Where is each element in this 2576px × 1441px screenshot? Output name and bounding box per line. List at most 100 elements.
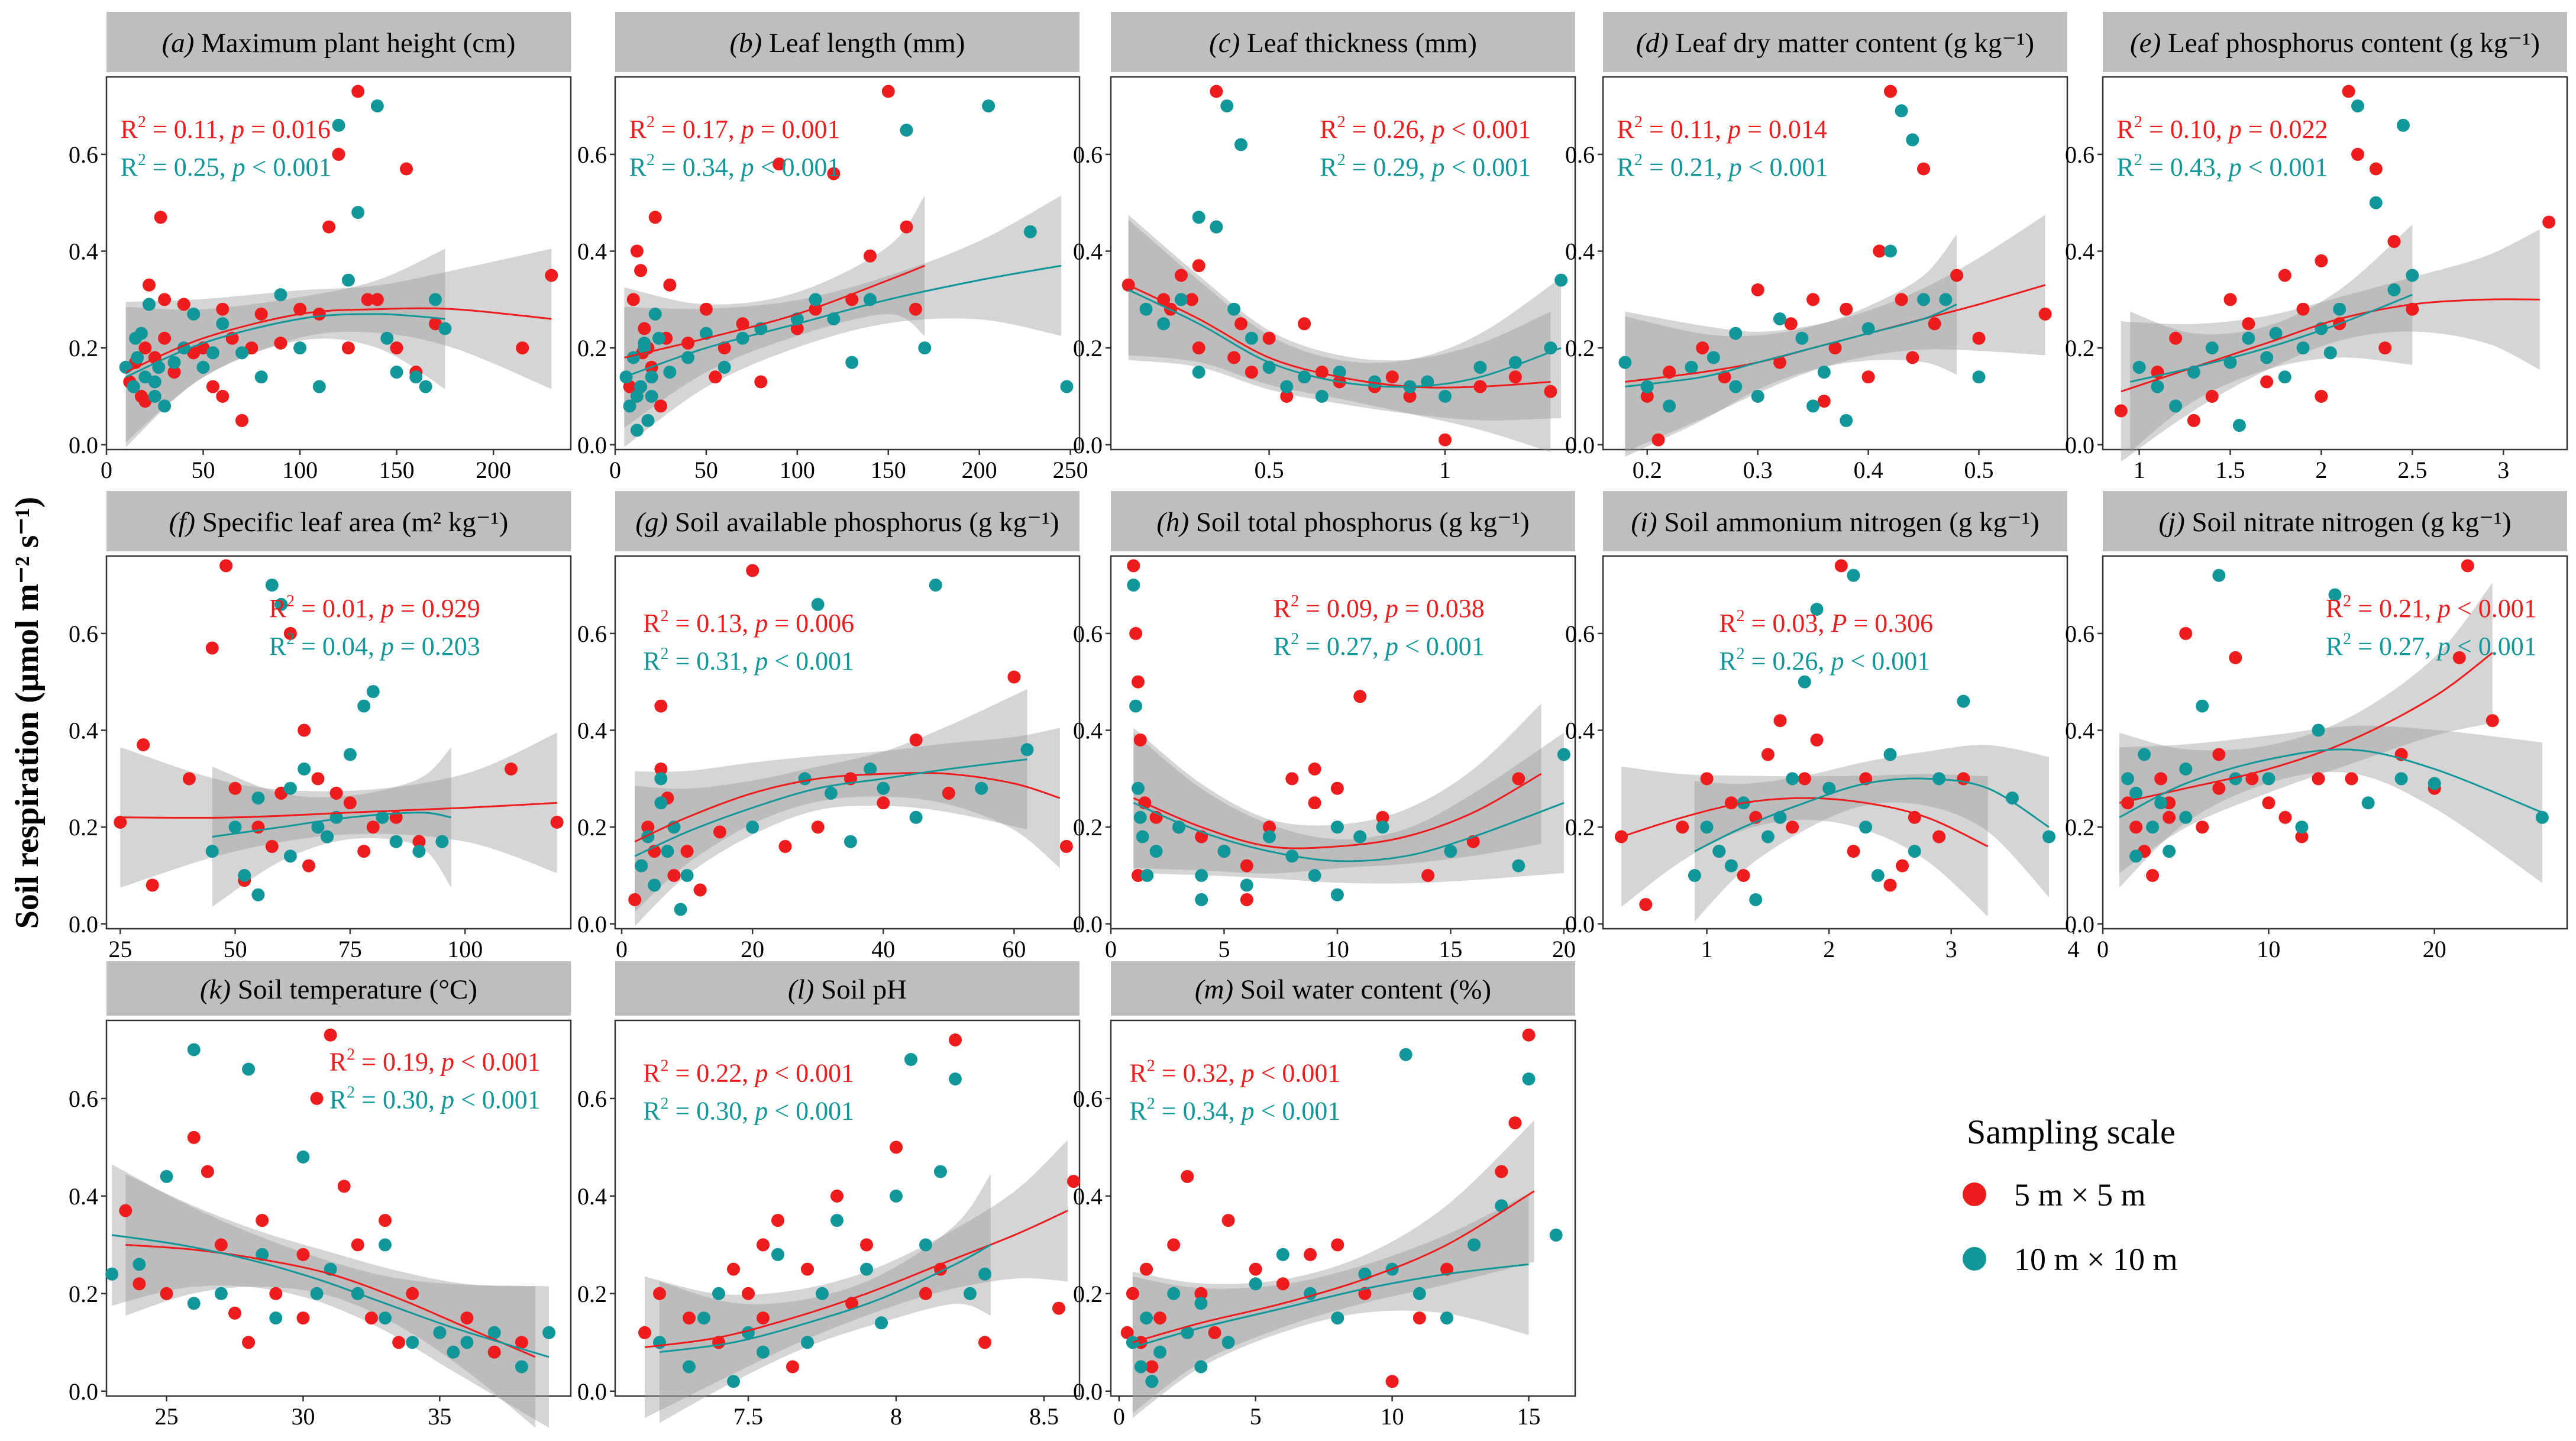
point-red — [2260, 375, 2274, 389]
point-teal — [1263, 830, 1276, 844]
point-red — [2038, 307, 2052, 321]
panel-title: (f) Specific leaf area (m² kg⁻¹) — [169, 507, 509, 538]
point-teal — [2229, 772, 2242, 786]
x-tick-label: 25 — [108, 936, 132, 962]
panel-title: (h) Soil total phosphorus (g kg⁻¹) — [1156, 507, 1529, 538]
point-teal — [809, 293, 822, 306]
point-teal — [2042, 830, 2055, 844]
point-teal — [1304, 1287, 1317, 1300]
point-teal — [1895, 104, 1908, 118]
point-teal — [296, 1150, 310, 1164]
point-red — [322, 220, 336, 234]
point-red — [1132, 675, 1145, 689]
point-red — [638, 322, 651, 335]
point-teal — [2296, 341, 2310, 355]
point-red — [1798, 772, 1811, 786]
point-teal — [542, 1326, 556, 1339]
point-red — [2387, 235, 2401, 248]
point-teal — [2295, 820, 2309, 834]
plot-area — [614, 1019, 1081, 1397]
fit-line-red — [1128, 284, 1551, 389]
point-teal — [269, 1311, 283, 1325]
ci-ribbon — [125, 248, 552, 442]
point-teal — [1020, 743, 1034, 757]
point-teal — [419, 380, 432, 393]
y-tick-label: 0.6 — [577, 621, 607, 647]
point-red — [1208, 1326, 1221, 1339]
panel-i: (i) Soil ammonium nitrogen (g kg⁻¹) 0.0 0.… — [1565, 491, 2079, 962]
point-red — [187, 1130, 201, 1144]
x-tick-label: 100 — [282, 457, 318, 483]
point-red — [757, 1311, 770, 1325]
point-teal — [1751, 390, 1764, 403]
point-red — [269, 1287, 283, 1300]
point-red — [1249, 1262, 1262, 1276]
point-red — [406, 1287, 419, 1300]
fit-line-teal — [2119, 748, 2543, 819]
plot-area — [1602, 76, 2068, 451]
panel-title: (k) Soil temperature (°C) — [200, 974, 477, 1005]
point-teal — [2196, 699, 2209, 713]
point-teal — [429, 293, 442, 306]
point-red — [942, 786, 955, 800]
point-teal — [623, 399, 636, 413]
point-red — [390, 341, 403, 355]
x-tick-label: 10 — [2257, 936, 2280, 962]
x-tick-label: 7.5 — [733, 1403, 763, 1430]
point-red — [550, 816, 564, 829]
ci-ribbon — [1133, 732, 1564, 884]
point-red — [1376, 810, 1389, 824]
panel-title-text: Leaf length (mm) — [762, 28, 965, 59]
point-teal — [1194, 1360, 1208, 1374]
point-red — [1167, 1238, 1181, 1252]
point-red — [364, 1311, 378, 1325]
point-red — [2378, 341, 2392, 355]
point-teal — [1194, 1297, 1208, 1310]
point-red — [628, 893, 642, 906]
fit-line-red — [125, 1243, 536, 1358]
point-red — [1067, 1175, 1080, 1188]
fit-line-red — [2119, 652, 2493, 804]
point-red — [182, 772, 196, 786]
panel-title-text: Soil water content (%) — [1233, 974, 1491, 1005]
x-tick-label: 40 — [871, 936, 895, 962]
point-teal — [1957, 694, 1970, 708]
ci-ribbon — [635, 689, 1027, 926]
y-tick-label: 0.2 — [69, 335, 98, 361]
point-red — [1262, 331, 1276, 345]
point-red — [1298, 317, 1311, 331]
point-red — [505, 762, 518, 776]
point-teal — [238, 869, 251, 882]
point-red — [332, 147, 345, 161]
fit-line-teal — [1132, 1263, 1529, 1348]
point-teal — [1749, 893, 1763, 906]
y-tick-label: 0.2 — [577, 814, 607, 841]
point-teal — [1234, 138, 1247, 151]
ci-ribbon — [624, 195, 925, 428]
point-teal — [251, 791, 265, 805]
point-red — [1140, 1262, 1153, 1276]
point-teal — [1167, 1287, 1181, 1300]
point-red — [2205, 390, 2219, 403]
x-tick-label: 50 — [224, 936, 247, 962]
plot-area — [2102, 555, 2568, 930]
point-red — [1508, 370, 1522, 384]
y-tick-label: 0.0 — [1073, 1378, 1103, 1405]
y-tick-label: 0.4 — [2065, 718, 2095, 744]
point-red — [219, 559, 233, 573]
point-red — [1120, 1326, 1134, 1339]
x-tick-label: 1 — [1439, 457, 1451, 483]
point-red — [630, 244, 644, 258]
point-red — [2229, 651, 2242, 664]
point-red — [2351, 147, 2364, 161]
ci-ribbon — [645, 1140, 1068, 1419]
point-teal — [811, 597, 825, 611]
point-red — [146, 878, 159, 892]
x-tick-label: 100 — [447, 936, 483, 962]
point-red — [1544, 385, 1557, 398]
point-teal — [1192, 211, 1205, 224]
point-red — [634, 264, 648, 277]
x-tick-label: 0.4 — [1854, 457, 1883, 483]
x-tick-label: 0 — [101, 457, 112, 483]
point-red — [254, 307, 268, 321]
